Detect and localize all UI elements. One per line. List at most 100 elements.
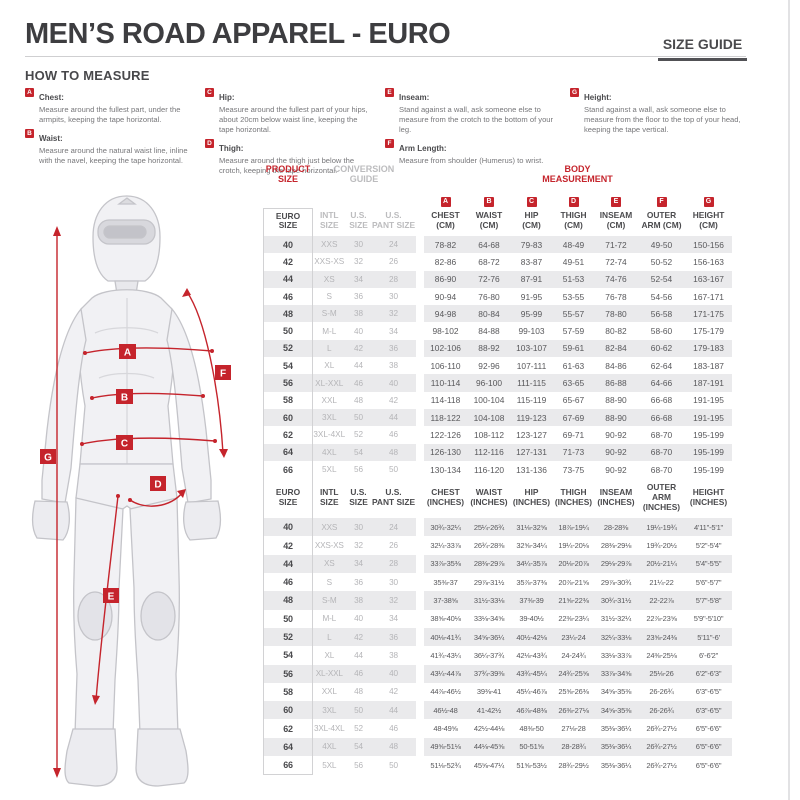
table-cell: 35⅜-36¼ (600, 724, 632, 734)
table-cell: 36 (354, 577, 363, 587)
table-cell: 83-87 (520, 256, 543, 267)
table-cell: 48 (263, 591, 313, 610)
col-height-inches: HEIGHT (INCHES) (685, 478, 732, 519)
measure-item-name: Waist: (39, 134, 63, 144)
table-cell: 44 (263, 270, 313, 288)
table-cell: 28⅜-29⅛ (600, 541, 632, 551)
table-cell: 5'9"-5'10" (693, 614, 724, 624)
table-cell: 73-75 (562, 464, 585, 475)
table-cell: 30 (389, 577, 398, 587)
measure-item-name: Height: (584, 93, 612, 102)
column-gap (415, 719, 424, 738)
table-cell: 191-195 (685, 408, 732, 427)
letter-badge-c: C (205, 88, 214, 97)
table-cell: 44 (353, 361, 364, 371)
right-knee-pad (140, 591, 176, 641)
table-cell: 5'6"-5'7" (695, 577, 722, 587)
table-cell: 42½-44⅛ (473, 724, 505, 734)
hip-line (81, 437, 216, 445)
table-cell: 20½-21¼ (637, 554, 686, 574)
table-cell: XL (324, 650, 335, 660)
table-cell: 29⅛-29⅞ (594, 554, 638, 574)
chest-line (84, 347, 213, 354)
table-cell: 32¼-33⅞ (430, 541, 461, 551)
table-cell: 29⅞-31½ (473, 577, 505, 587)
table-row: 64 4XL 54 48 49⅝-51⅛ 44⅛-45⅝ 50-51⅝ 28-28¾ 35⅜-3… (263, 737, 732, 757)
column-gap (415, 374, 424, 392)
table-cell: 66-68 (637, 408, 686, 427)
letter-badge-e: E (611, 197, 621, 207)
inseam-arrow (92, 695, 100, 705)
table-cell: 187-191 (685, 374, 732, 392)
table-cell: 118-122 (423, 408, 468, 427)
how-to-measure-title: HOW TO MEASURE (25, 68, 150, 83)
letter-badge-d: D (568, 197, 579, 207)
table-cell: 6'5"-6'6" (685, 737, 732, 757)
table-cell: 98-102 (432, 326, 459, 337)
table-cell: 31⅛-32⅝ (510, 518, 553, 537)
table-cell: 21¼-22 (649, 577, 674, 587)
table-cell: 111-115 (510, 374, 553, 392)
col-intl-size: INTL SIZE (312, 478, 346, 519)
column-gap (415, 460, 424, 479)
table-cell: 40 (263, 236, 313, 254)
table-cell: 191-195 (693, 395, 724, 406)
table-cell: 90-94 (434, 291, 457, 302)
column-gap (415, 443, 424, 461)
measure-item-height: G Height: Stand against a wall, ask some… (570, 87, 755, 135)
arm-length-line (186, 291, 224, 454)
table-cell: 74-76 (594, 270, 638, 288)
table-cell: 78-80 (594, 305, 638, 323)
table-cell: 28-28⅜ (594, 518, 638, 537)
table-cell: 51-53 (552, 270, 595, 288)
table-row: 40 XXS 30 24 30¾-32¼ 25¼-26¾ 31⅛-32⅝ 18⅞-19¼ 28-… (263, 518, 732, 537)
table-cell: 20⅛-20⅞ (552, 554, 595, 574)
table-cell: 30 (345, 236, 372, 254)
table-cell: 126-130 (423, 443, 468, 461)
table-cell: 35⅞-37⅜ (516, 577, 547, 587)
letter-badge-c: C (526, 197, 537, 207)
table-cell: 88-92 (467, 339, 511, 358)
table-cell: 6'3"-6'5" (695, 687, 722, 697)
table-row: 48 S-M 38 32 37-38⅝ 31½-33⅛ 37⅜-39 21⅝-22⅜ 30¾-3… (263, 591, 732, 610)
table-cell: 42 (389, 687, 398, 697)
svg-text:E: E (108, 592, 115, 603)
table-cell: 64-66 (637, 374, 686, 392)
table-row: 52 L 42 36 40⅛-41¾ 34⅝-36¼ 40½-42⅛ 23¼-24 32¼-33… (263, 627, 732, 647)
table-cell: 67-69 (552, 408, 595, 427)
table-group-header-row: PRODUCT SIZE CONVERSION GUIDE BODY MEASU… (264, 163, 732, 190)
table-cell: M-L (322, 326, 337, 336)
table-cell: 38 (345, 591, 372, 610)
col-thigh-cm: THIGH (CM) (560, 210, 587, 230)
table-cell: 80-84 (467, 305, 511, 323)
table-cell: 34⅝-36¼ (467, 627, 511, 647)
col-hip-inches: HIP (INCHES) (510, 478, 553, 519)
table-cell: 40 (371, 664, 416, 683)
table-cell: 183-187 (693, 360, 724, 371)
table-cell: 87-91 (510, 270, 553, 288)
table-cell: 31½-33⅛ (467, 591, 511, 610)
size-guide-tab[interactable]: SIZE GUIDE (658, 36, 747, 61)
col-outer-arm-cm: OUTER ARM (CM) (641, 210, 682, 230)
table-cell: XS (312, 554, 346, 574)
table-row: 42 XXS-XS 32 26 32¼-33⅞ 26¾-28⅜ 32⅝-34¼ 19¼-20⅛… (263, 536, 732, 555)
column-gap (415, 305, 424, 323)
table-cell: XXS (312, 518, 346, 537)
table-cell: 30 (345, 518, 372, 537)
table-cell: 26¾-28⅜ (473, 541, 505, 551)
table-cell: 167-171 (693, 291, 724, 302)
table-cell: 40 (353, 326, 364, 336)
left-boot (64, 728, 118, 787)
table-cell: 34⅝-35⅜ (600, 687, 632, 697)
table-cell: 52 (353, 430, 364, 440)
column-gap (415, 270, 424, 288)
table-cell: 42 (345, 339, 372, 358)
height-arrow-top (53, 226, 61, 236)
table-cell: 58 (263, 391, 313, 409)
table-cell: 54 (345, 443, 372, 461)
table-cell: 116-120 (473, 464, 505, 475)
how-to-measure-section: A Chest: Measure around the fullest part… (25, 87, 775, 179)
table-cell: 61-63 (562, 360, 585, 371)
table-cell: 54 (263, 646, 313, 665)
table-cell: 82-84 (594, 339, 638, 358)
